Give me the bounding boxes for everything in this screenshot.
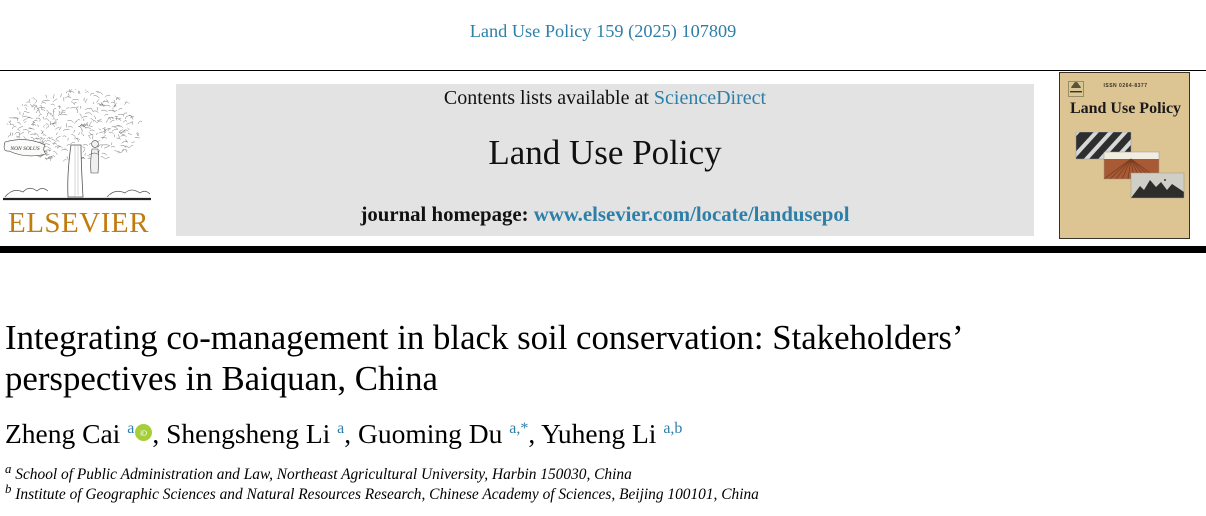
svg-text:iD: iD <box>141 428 148 437</box>
svg-text:NON SOLUS: NON SOLUS <box>9 146 39 152</box>
